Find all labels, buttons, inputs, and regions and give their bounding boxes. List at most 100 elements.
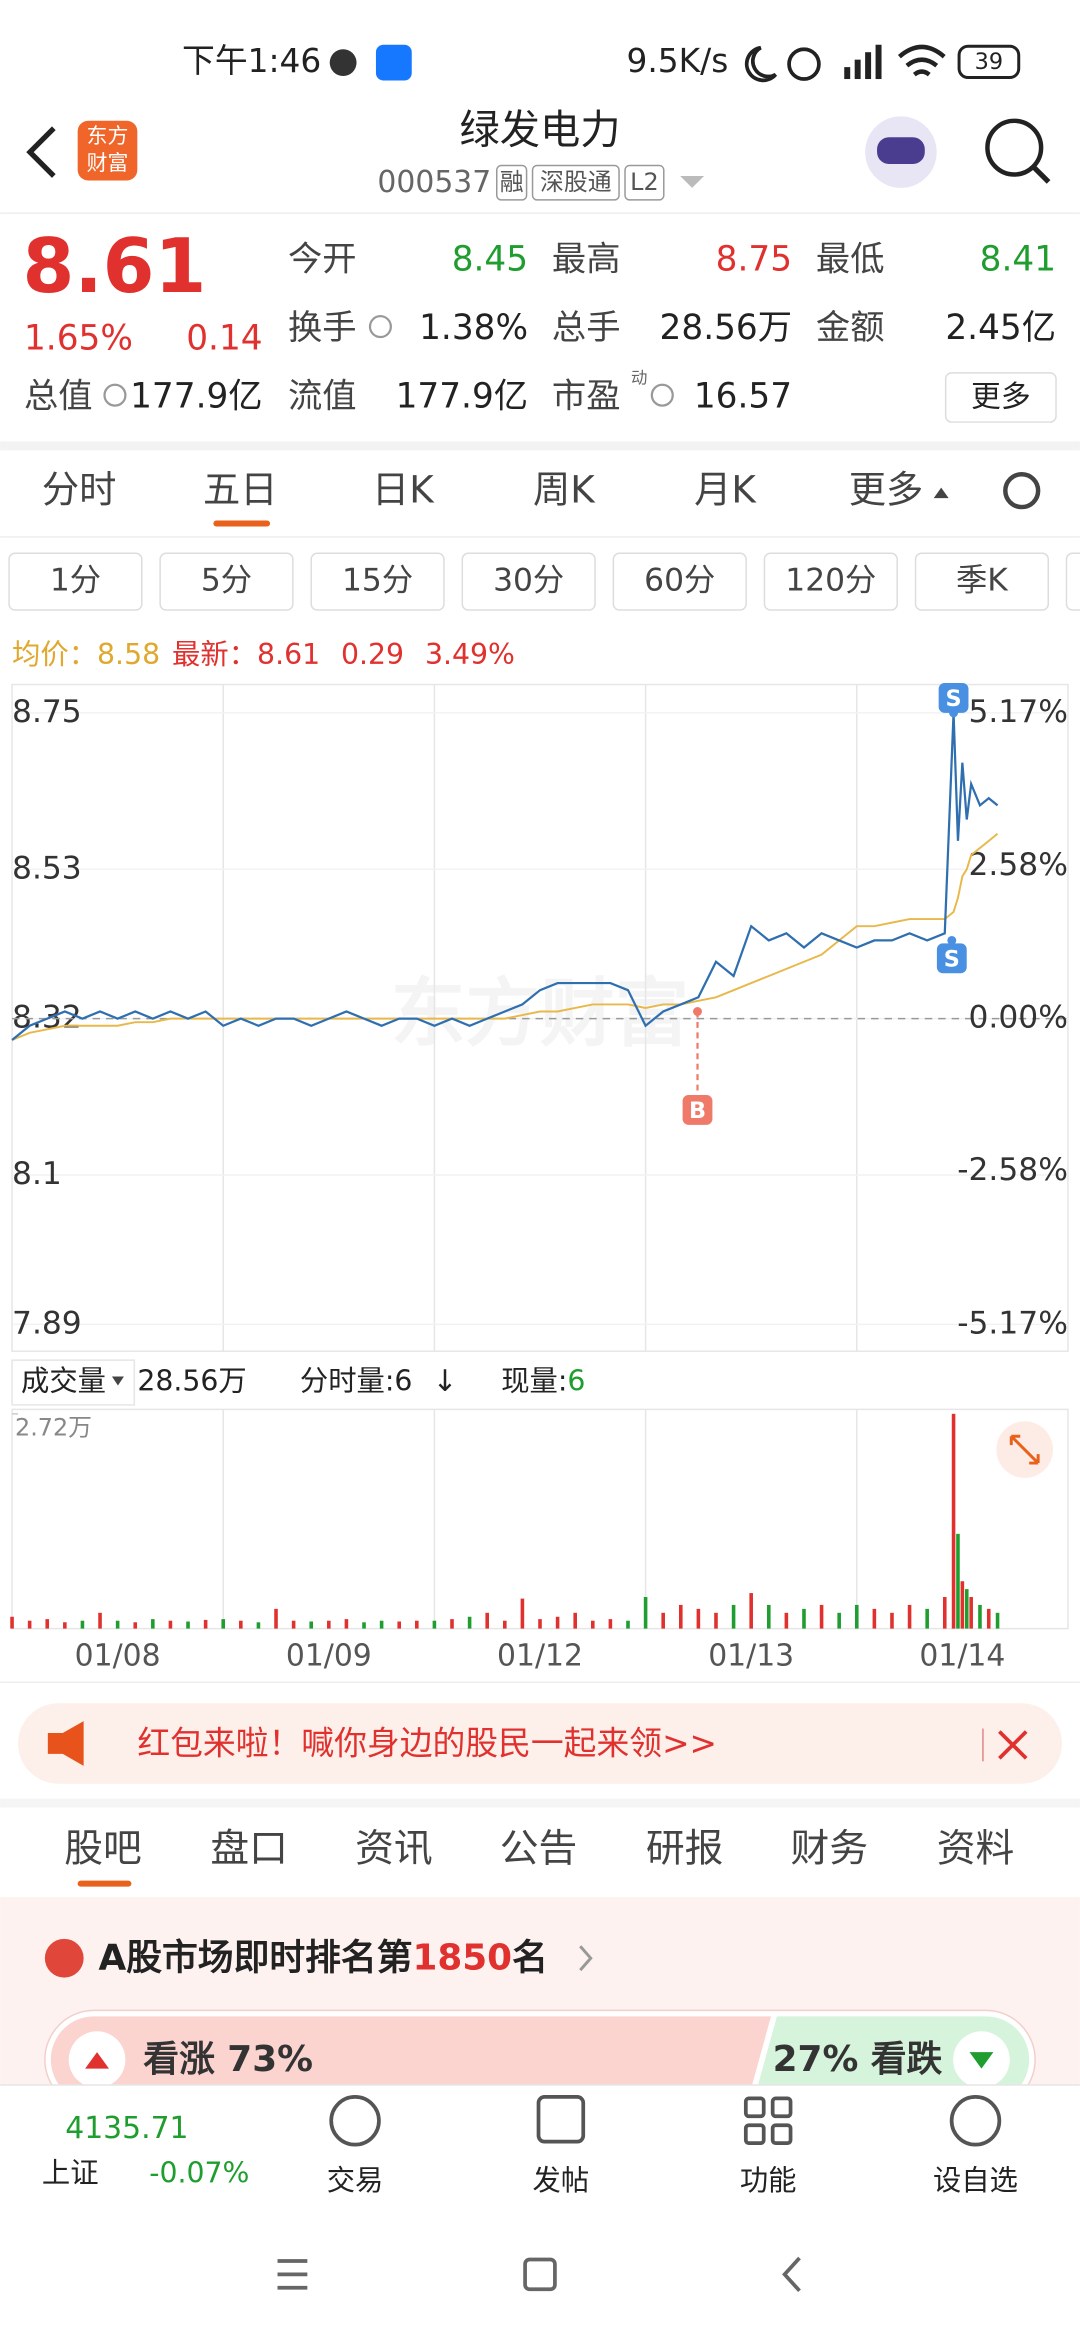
volume-bar bbox=[309, 1621, 314, 1629]
ranking-chevron[interactable] bbox=[579, 1945, 593, 1972]
current-volume: 现量:6 bbox=[501, 1365, 585, 1398]
period-button[interactable] bbox=[159, 552, 294, 611]
ranking-rank: 1850 bbox=[412, 1938, 512, 1979]
info-tab[interactable]: 股吧 bbox=[64, 1826, 142, 1871]
period-label: 15分 bbox=[342, 563, 413, 599]
nav-items: 交易 发帖 功能 设自选 bbox=[327, 2164, 1018, 2197]
index-change: -0.07% bbox=[149, 2156, 249, 2189]
system-nav bbox=[277, 2256, 801, 2293]
watermark: 东方财富 bbox=[391, 970, 689, 1057]
chart-tab[interactable]: 月K bbox=[694, 468, 757, 512]
info-tab[interactable]: 财务 bbox=[791, 1826, 869, 1871]
period-button[interactable] bbox=[612, 552, 747, 611]
volume-bar bbox=[115, 1620, 120, 1629]
tab-indicator bbox=[213, 520, 271, 527]
volume-bar bbox=[10, 1616, 14, 1629]
logo-text: 东方 bbox=[87, 124, 129, 148]
info-tab[interactable]: 盘口 bbox=[210, 1826, 288, 1871]
chart-tab[interactable]: 五日 bbox=[203, 468, 278, 512]
more-button[interactable] bbox=[944, 372, 1057, 423]
chart-tab[interactable]: 分时 bbox=[42, 468, 117, 512]
stat-label: 最高 bbox=[552, 239, 621, 279]
change-pct: 1.65% bbox=[24, 319, 133, 359]
stat-value: 8.41 bbox=[980, 239, 1056, 279]
volume-bar bbox=[969, 1597, 973, 1629]
info-icon[interactable] bbox=[368, 315, 392, 339]
search-button[interactable] bbox=[985, 118, 1044, 177]
volume-dropdown[interactable] bbox=[111, 1376, 124, 1386]
volume-bar bbox=[956, 1533, 960, 1629]
info-icon[interactable] bbox=[650, 383, 674, 407]
info-tabs: 股吧 盘口 资讯 公告 研报 财务 资料 bbox=[64, 1826, 1015, 1887]
tags: 融深股通 L2 bbox=[496, 164, 665, 201]
stat-value: 177.9亿 bbox=[396, 377, 528, 417]
nav-label[interactable]: 交易 bbox=[327, 2164, 384, 2197]
chart-tab[interactable]: 周K bbox=[533, 468, 596, 512]
trade-badge[interactable] bbox=[682, 1095, 713, 1125]
price: 8.61 bbox=[22, 223, 206, 310]
y2-tick-label: 5.17% bbox=[969, 694, 1068, 730]
tag: 融 bbox=[500, 168, 524, 196]
stat-label: 总手 bbox=[552, 308, 621, 348]
period-buttons: 1分 5分 15分 30分 60分 120分 季K bbox=[8, 552, 1080, 611]
nav-label[interactable]: 功能 bbox=[740, 2164, 797, 2197]
volume-bar bbox=[907, 1604, 912, 1629]
trade-badge[interactable] bbox=[936, 943, 967, 974]
stat-label: 市盈 bbox=[552, 377, 621, 417]
legend-change-pct: 3.49% bbox=[425, 638, 515, 671]
volume-panel bbox=[11, 1408, 1069, 1630]
volume-bar bbox=[503, 1620, 507, 1629]
info-tab[interactable]: 资料 bbox=[937, 1826, 1015, 1871]
info-icon[interactable] bbox=[103, 383, 127, 407]
legend: 均价：8.58 最新：8.61 0.29 3.49% bbox=[12, 638, 515, 671]
settings-button[interactable] bbox=[1003, 472, 1041, 510]
banner-text: 红包来啦！喊你身边的股民一起来领>> bbox=[137, 1724, 717, 1762]
stat-label: 流值 bbox=[288, 377, 357, 417]
logo-text: 财富 bbox=[87, 151, 129, 175]
stat-label: 总值 bbox=[24, 377, 93, 417]
volume-bar bbox=[731, 1604, 736, 1629]
watchlist-icon bbox=[949, 2095, 1002, 2147]
back-button[interactable] bbox=[26, 126, 56, 178]
chart-tab[interactable]: 更多 bbox=[849, 468, 924, 512]
period-button[interactable] bbox=[8, 552, 143, 611]
period-button[interactable] bbox=[1065, 552, 1080, 611]
trade-badge[interactable] bbox=[938, 683, 969, 713]
info-tab[interactable]: 资讯 bbox=[355, 1826, 433, 1871]
status-time: 下午1:46 bbox=[182, 42, 321, 80]
info-tab[interactable]: 研报 bbox=[646, 1826, 724, 1871]
volume-bar bbox=[978, 1604, 982, 1629]
price-line bbox=[11, 712, 999, 1041]
volume-bar bbox=[696, 1608, 701, 1629]
down-arrow bbox=[969, 2052, 994, 2069]
trade-icon bbox=[329, 2095, 381, 2147]
volume-bar bbox=[520, 1598, 525, 1629]
period-button[interactable] bbox=[914, 552, 1050, 611]
volume-bar bbox=[995, 1612, 1000, 1629]
period-button[interactable] bbox=[310, 552, 445, 611]
period-label: 120分 bbox=[785, 563, 876, 599]
y2-tick-label: -2.58% bbox=[957, 1152, 1068, 1188]
chart-tab[interactable]: 日K bbox=[372, 468, 435, 512]
volume-bar bbox=[591, 1620, 595, 1629]
dropdown-icon[interactable] bbox=[680, 175, 705, 188]
volume-selector[interactable] bbox=[11, 1359, 136, 1406]
close-banner[interactable] bbox=[998, 1730, 1028, 1760]
post-icon bbox=[536, 2095, 586, 2144]
legend-name: 均价： bbox=[12, 638, 97, 671]
banner[interactable] bbox=[18, 1703, 1062, 1784]
nav-label[interactable]: 设自选 bbox=[933, 2164, 1018, 2197]
period-button[interactable] bbox=[461, 552, 596, 611]
ranking-icon bbox=[44, 1938, 84, 1978]
period-button[interactable] bbox=[763, 552, 898, 611]
nav-label[interactable]: 发帖 bbox=[533, 2164, 590, 2197]
info-tab[interactable]: 公告 bbox=[500, 1826, 578, 1871]
stat-value: 8.45 bbox=[452, 239, 528, 279]
stat-label: 最低 bbox=[816, 239, 885, 279]
index-value[interactable]: 4135.71 bbox=[65, 2111, 188, 2146]
volume-bar bbox=[872, 1608, 877, 1629]
volume-bar bbox=[960, 1581, 965, 1629]
volume-bar bbox=[379, 1620, 384, 1629]
volume-bar bbox=[942, 1597, 947, 1629]
